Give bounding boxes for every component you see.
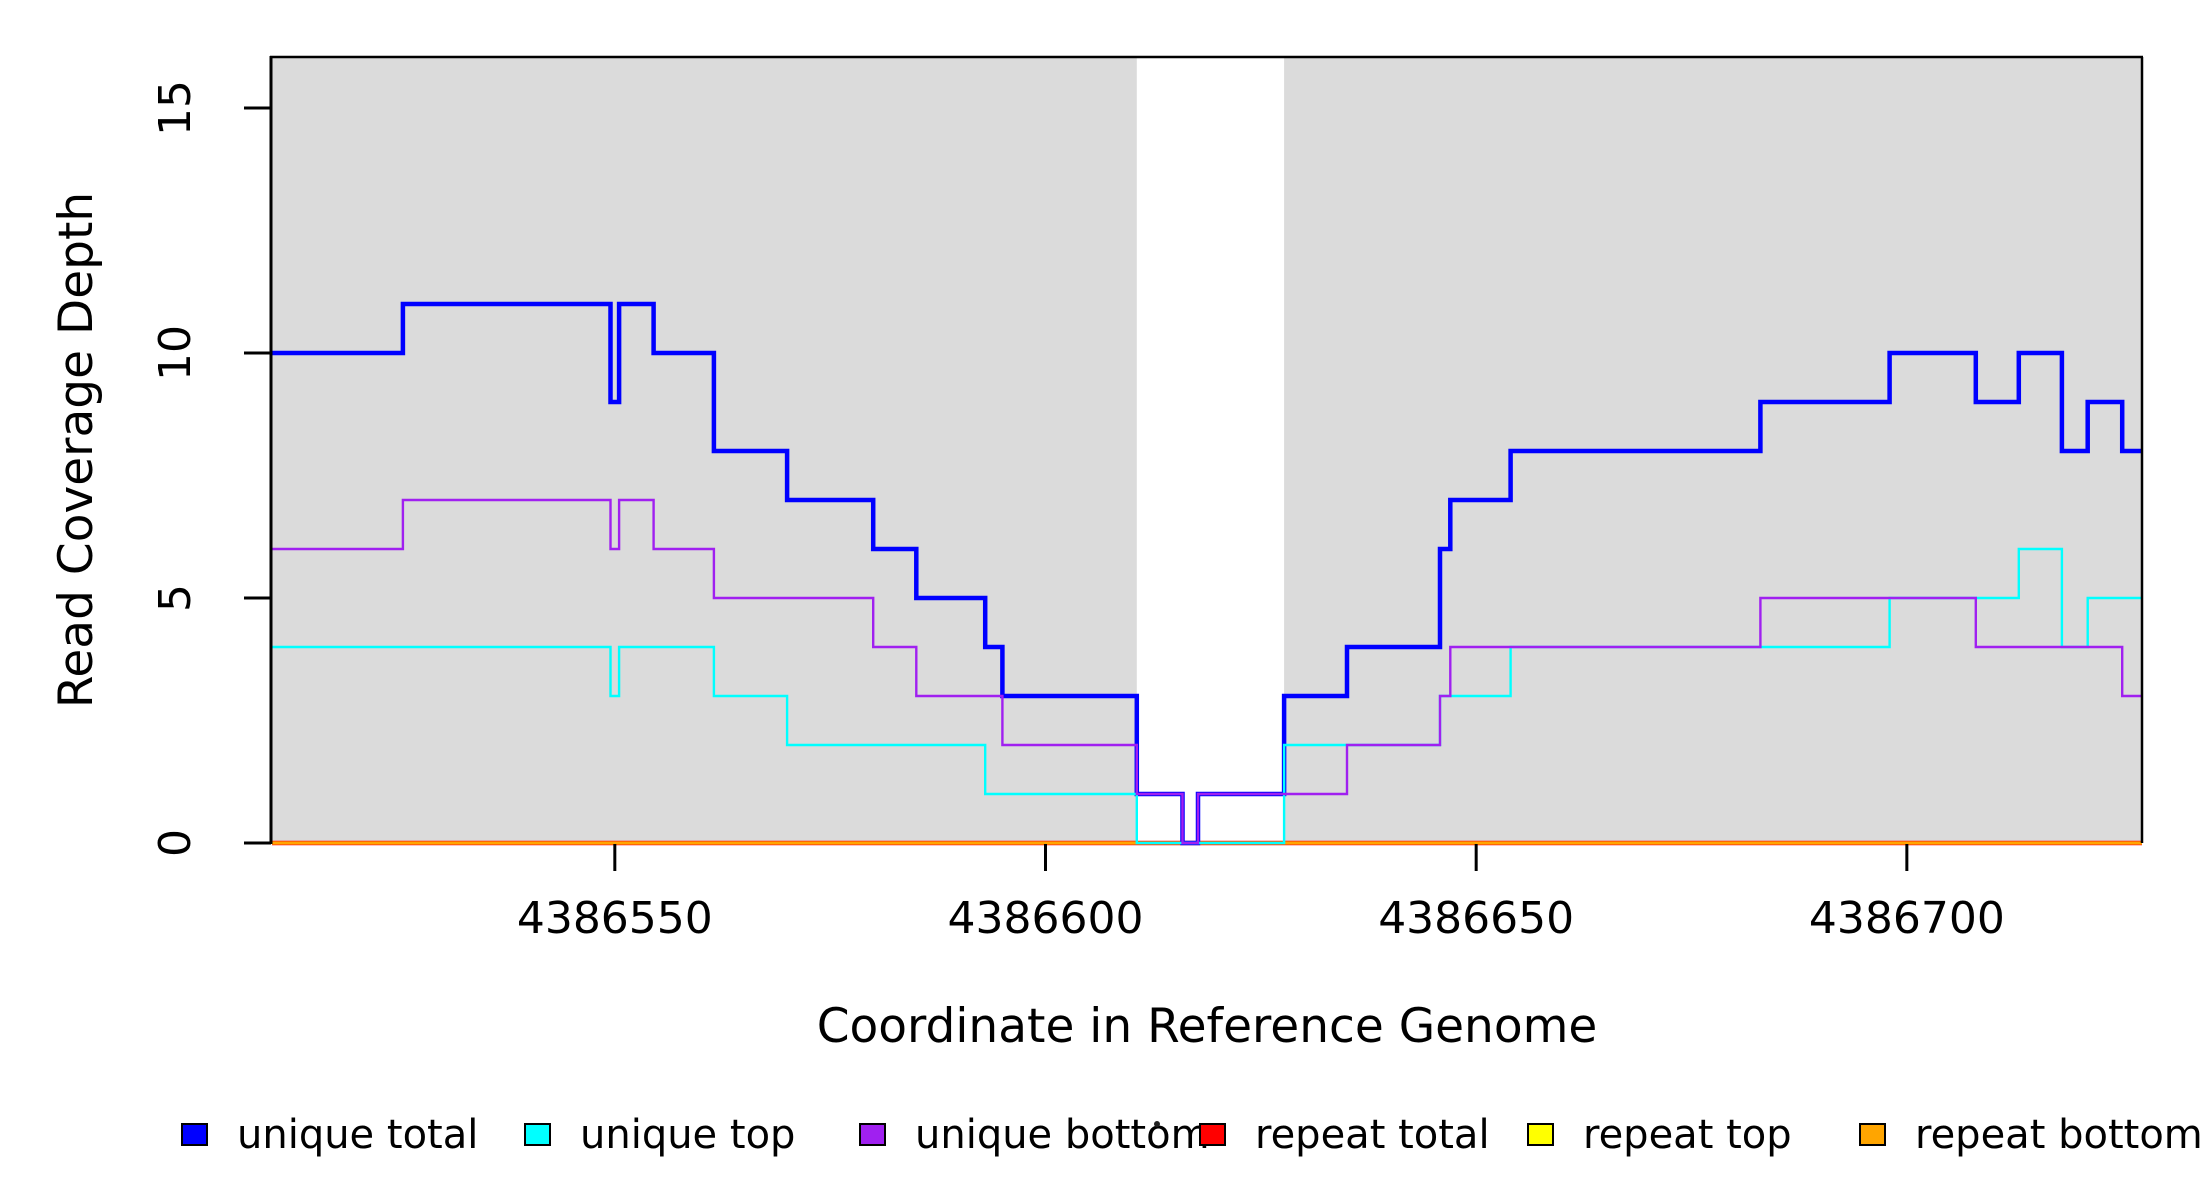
y-tick-label: 15 — [150, 80, 201, 136]
legend-swatch-repeat-total — [1199, 1123, 1226, 1146]
legend-label-repeat-total: repeat total — [1255, 1112, 1490, 1158]
series-lines-layer — [272, 301, 2142, 846]
x-tick-label: 4386650 — [1378, 893, 1574, 944]
panel-frame-layer — [269, 55, 2144, 844]
y-tick-label: 5 — [150, 584, 201, 612]
legend-swatch-repeat-bottom — [1859, 1123, 1886, 1146]
legend-label-unique-total: unique total — [237, 1112, 478, 1158]
series-line-unique-bottom — [272, 498, 2142, 845]
legend-label-repeat-bottom: repeat bottom — [1915, 1112, 2200, 1158]
x-tick-label: 4386700 — [1809, 893, 2005, 944]
axis-ticks-layer: 0 5 10 15 4386550 4386600 4386650 4386700 — [150, 80, 2005, 944]
x-axis-title: Coordinate in Reference Genome — [817, 999, 1598, 1054]
legend-label-unique-bottom: unique bottom — [915, 1112, 1210, 1158]
y-tick-label: 10 — [150, 325, 201, 381]
y-tick-label: 0 — [150, 829, 201, 857]
legend-swatch-unique-total — [181, 1123, 208, 1146]
legend-label-repeat-top: repeat top — [1583, 1112, 1792, 1158]
legend-label-unique-top: unique top — [580, 1112, 795, 1158]
legend-swatch-unique-top — [524, 1123, 551, 1146]
legend-swatch-repeat-top — [1527, 1123, 1554, 1146]
stray-dot-mark — [1154, 1121, 1160, 1127]
shaded-coverage-region — [272, 57, 1137, 843]
legend: unique total unique top unique bottom repea… — [181, 1112, 2200, 1158]
x-tick-label: 4386600 — [948, 893, 1144, 944]
legend-swatch-unique-bottom — [859, 1123, 886, 1146]
panel-background-layer — [272, 57, 2142, 843]
y-axis-title: Read Coverage Depth — [49, 192, 104, 708]
x-tick-label: 4386550 — [517, 893, 713, 944]
